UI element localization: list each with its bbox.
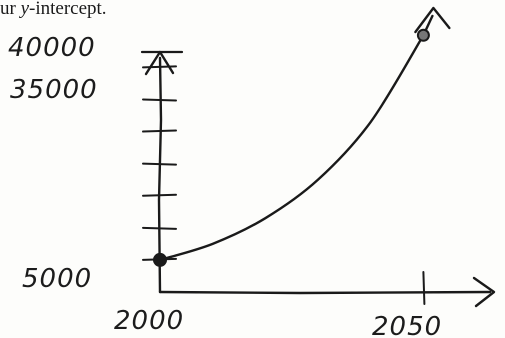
y-tick-mark	[142, 65, 177, 69]
y-tick-mark	[142, 98, 177, 102]
data-point-filled	[153, 252, 167, 267]
x-tick-label: 2000	[114, 306, 184, 336]
ticks-group	[142, 65, 426, 305]
series-line	[158, 34, 425, 262]
y-axis-line	[157, 56, 163, 294]
labels-group: 5000 35000 40000 2000 2050	[8, 33, 442, 338]
y-tick-mark	[142, 193, 177, 197]
y-tick-mark	[142, 162, 177, 166]
caption-prefix: ur	[0, 0, 21, 19]
curve-arrowhead	[414, 6, 451, 34]
points-group	[153, 28, 430, 267]
y-tick-mark	[142, 129, 177, 133]
y-tick-label: 40000	[8, 33, 96, 63]
data-point-open	[416, 28, 430, 42]
y-tick-mark	[142, 226, 177, 230]
curve-group	[158, 6, 451, 262]
x-tick-mark	[422, 271, 426, 305]
caption-suffix: -intercept.	[29, 0, 107, 19]
x-axis-arrowhead	[472, 276, 496, 308]
caption-text: ur y-intercept.	[0, 0, 107, 20]
y-tick-label: 35000	[10, 75, 98, 105]
x-axis-line	[158, 290, 492, 295]
x-tick-label: 2050	[372, 312, 442, 338]
y-tick-label: 5000	[22, 264, 92, 294]
caption-variable: y	[20, 0, 30, 19]
